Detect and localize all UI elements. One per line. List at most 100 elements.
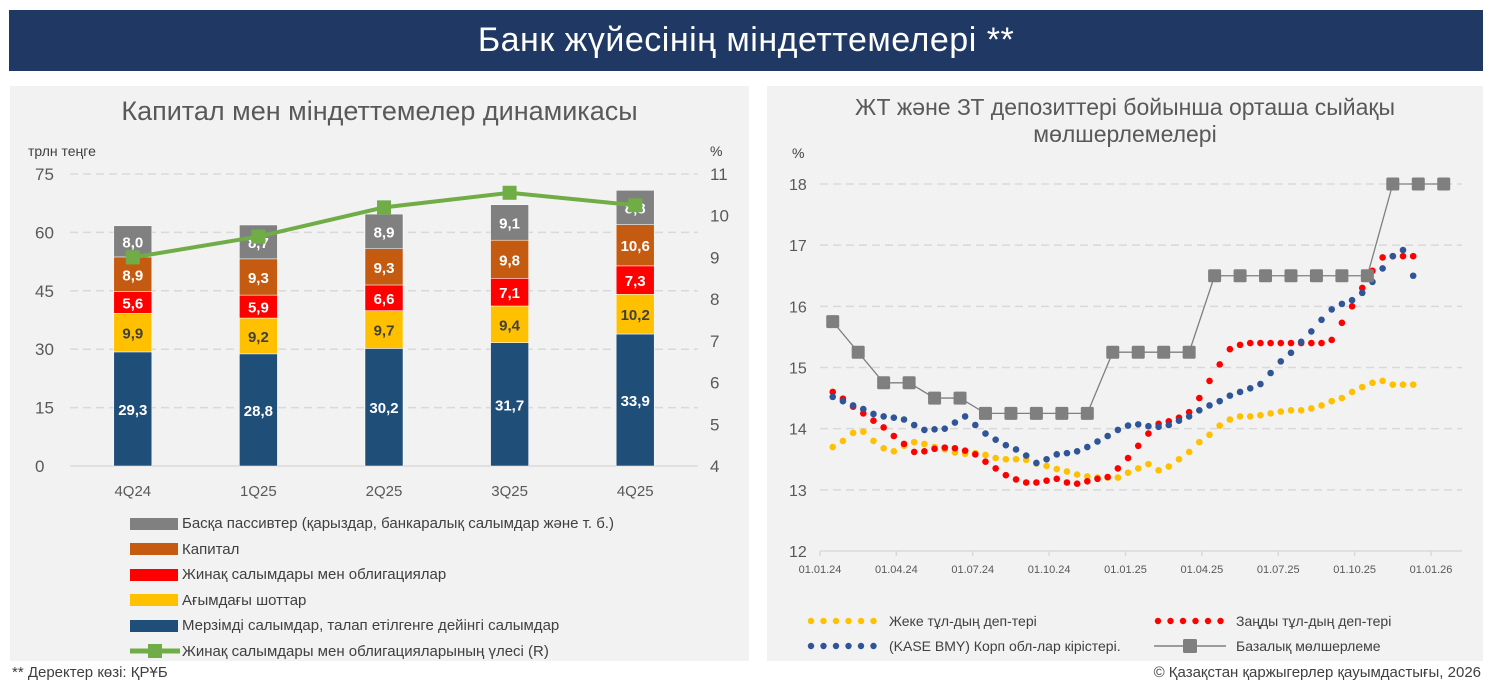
bar-segment [615,224,655,267]
data-point [1379,377,1386,385]
y-axis-label: % [792,145,804,161]
legend-dot [857,617,865,625]
data-point [1318,339,1325,347]
bar-data-label: 5,6 [122,295,143,312]
legend-item: Ағымдағы шоттар [130,588,614,614]
data-point [1399,246,1407,254]
data-point [1063,449,1071,457]
data-point [1226,392,1234,399]
data-point [1348,303,1356,310]
data-point [1216,422,1223,429]
bar-data-label: 9,8 [499,252,520,269]
x-tick-label: 01.01.25 [1104,564,1147,576]
data-source-note: ** Деректер көзі: ҚРҰБ [12,664,168,681]
base-rate-marker [1055,406,1069,420]
data-point [1399,381,1407,388]
data-point [1358,284,1366,292]
bar-segment [615,265,655,295]
data-point [1145,430,1152,437]
x-tick-label: 01.04.25 [1180,564,1223,576]
deposit-rates-chart-title: ЖТ және ЗТ депозиттері бойынша орташа сы… [854,94,1396,147]
data-point [839,397,847,405]
data-point [1043,477,1050,484]
data-point [941,444,949,451]
data-point [1277,358,1285,365]
legend-swatch [130,619,178,632]
data-point [890,414,898,421]
data-point [1297,407,1305,414]
y2-tick-label: 8 [710,290,719,309]
data-point [971,451,979,458]
base-rate-marker [1004,406,1018,420]
data-point [910,421,918,429]
base-rate-marker [1437,177,1451,191]
data-point [941,425,949,432]
bar-data-label: 9,3 [374,260,395,277]
bar-segment [239,317,278,355]
data-point [1002,471,1010,479]
x-tick-label: 3Q25 [491,483,528,500]
y-tick-label: 15 [789,361,807,378]
x-tick-label: 4Q24 [114,483,151,500]
liabilities-chart-legend: Басқа пассивтер (қарыздар, банкаралық са… [130,511,614,664]
bar-segment [490,278,529,307]
liabilities-chart-panel: Капитал мен міндеттемелер динамикасы трл… [10,86,749,661]
data-point [1114,426,1122,434]
data-point [1196,407,1203,414]
data-point [1297,338,1305,346]
data-point [1002,455,1010,463]
liabilities-chart-title: Капитал мен міндеттемелер динамикасы [121,96,638,126]
legend-dot [820,617,827,625]
data-point [849,429,857,437]
data-point [900,416,908,423]
y-tick-label: 17 [789,238,807,255]
x-tick-label: 1Q25 [240,483,277,500]
legend-dot [870,642,877,650]
base-rate-marker [1386,177,1400,191]
bar-data-label: 9,7 [374,323,395,340]
base-rate-marker [851,345,865,359]
data-point [1318,316,1325,324]
data-point [1318,402,1325,409]
y2-tick-label: 4 [710,457,719,476]
bar-segment [113,351,153,467]
bar-segment [490,239,529,279]
x-tick-label: 01.07.25 [1257,564,1300,576]
data-point [1216,397,1223,405]
data-point [900,440,908,448]
data-point [1185,448,1193,456]
base-rate-marker [928,391,942,405]
savings-share-marker [251,229,266,244]
bar-data-label: 9,1 [499,215,520,232]
data-point [1073,480,1081,488]
x-tick-label: 4Q25 [617,483,654,500]
base-rate-marker [826,315,840,329]
bar-data-label: 5,9 [248,300,269,317]
data-point [849,402,857,409]
data-point [1338,319,1346,327]
data-point [1063,479,1071,486]
data-point [859,428,867,436]
data-point [1084,473,1091,480]
data-point [1389,252,1397,260]
y-axis-label: трлн теңге [28,143,96,159]
bar-data-label: 30,2 [369,400,398,417]
data-point [1267,339,1274,347]
data-point [1155,423,1162,431]
data-point [1328,336,1336,344]
y-tick-label: 12 [789,544,807,561]
bar-data-label: 33,9 [621,393,650,410]
data-point [1379,254,1386,261]
legend-dot [1204,617,1212,625]
data-point [1358,289,1366,297]
data-point [1379,265,1386,272]
data-point [1155,466,1162,474]
data-point [1012,446,1020,453]
base-rate-marker [1309,269,1323,283]
data-point [1287,407,1295,414]
data-point [1409,272,1417,280]
legend-item: Басқа пассивтер (қарыздар, банкаралық са… [130,511,614,537]
legend-label: Басқа пассивтер (қарыздар, банкаралық са… [182,515,614,533]
data-point [829,443,837,451]
bar-data-label: 6,6 [374,291,395,308]
